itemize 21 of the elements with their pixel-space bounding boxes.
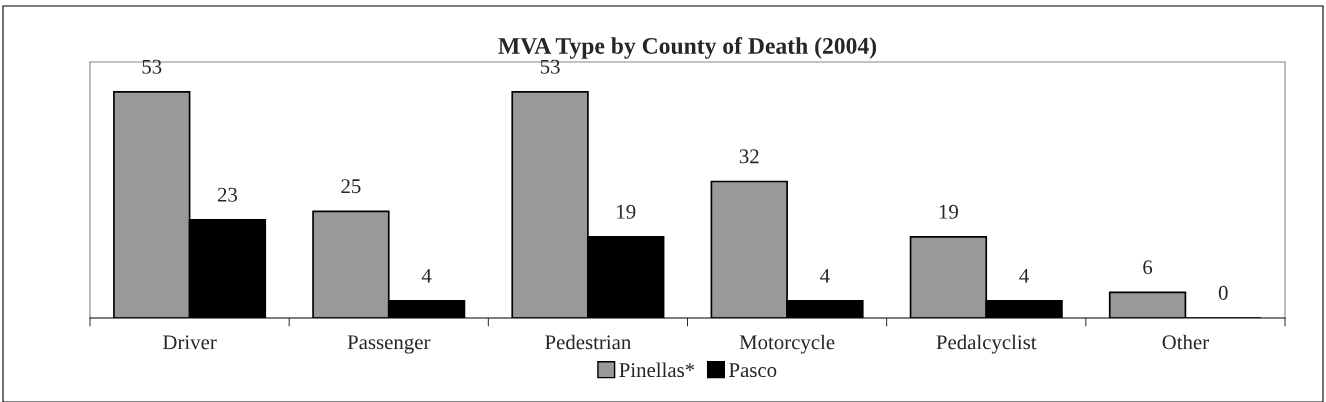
chart-title: MVA Type by County of Death (2004) — [498, 37, 877, 59]
data-label: 19 — [939, 204, 958, 219]
data-label: 25 — [341, 179, 361, 194]
x-tick-label: Other — [1162, 334, 1209, 350]
data-label: 53 — [142, 59, 162, 74]
data-label: 23 — [217, 187, 238, 202]
data-label: 4 — [421, 268, 432, 283]
x-tick-label: Motorcycle — [739, 334, 835, 354]
data-label: 53 — [540, 59, 560, 74]
data-label: 6 — [1143, 260, 1153, 275]
x-tick-label: Driver — [163, 335, 217, 350]
x-tick-label: Pedalcyclist — [936, 334, 1037, 354]
data-label: 4 — [820, 268, 830, 283]
legend-label: Pinellas* — [619, 362, 695, 378]
x-tick-label: Passenger — [347, 335, 431, 354]
data-label: 4 — [1019, 268, 1029, 283]
data-label: 32 — [739, 149, 759, 164]
legend-label: Pasco — [729, 363, 777, 378]
x-tick-label: Pedestrian — [545, 334, 631, 350]
data-label: 0 — [1218, 285, 1228, 300]
data-label: 19 — [617, 204, 636, 219]
